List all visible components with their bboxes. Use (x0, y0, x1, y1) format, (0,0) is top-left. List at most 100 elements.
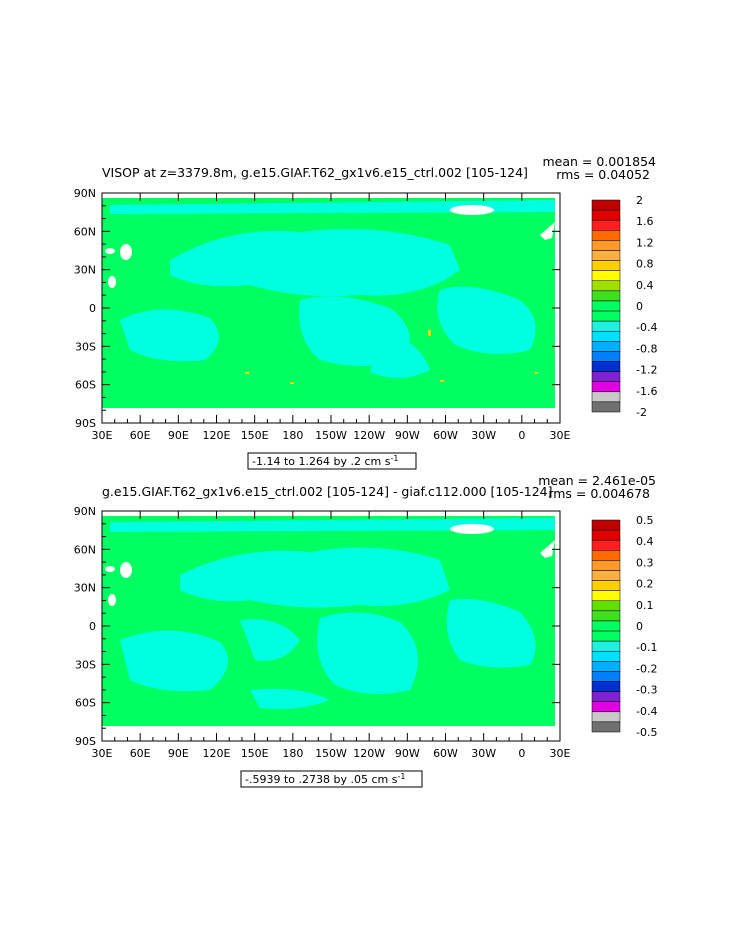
panel-2-map (101, 510, 561, 742)
panel-2-mean: mean = 2.461e-05 (538, 473, 656, 488)
panel-1-rms: rms = 0.04052 (556, 167, 650, 182)
colorbar-bin (591, 610, 621, 622)
y-tick-label: 60S (75, 697, 96, 710)
colorbar-bin (591, 300, 621, 312)
x-tick-label: 60W (433, 747, 458, 760)
x-tick-label: 150E (241, 747, 269, 760)
colorbar-label: 0 (636, 300, 643, 313)
colorbar-label: -0.1 (636, 641, 657, 654)
panel-1-range-label: -1.14 to 1.264 by .2 cm s-1 (247, 452, 417, 470)
positive-anomaly-streaks (245, 330, 538, 384)
x-tick-label: 30W (471, 429, 496, 442)
range-label-box (247, 452, 417, 470)
range-label-text: -1.14 to 1.264 by .2 cm s-1 (252, 454, 398, 468)
y-tick-label: 60N (74, 543, 96, 556)
colorbar-bin (591, 529, 621, 541)
panel-1-mean: mean = 0.001854 (542, 154, 656, 169)
panel-1: VISOP at z=3379.8m, g.e15.GIAF.T62_gx1v6… (74, 154, 657, 470)
colorbar-label: -0.8 (636, 342, 657, 355)
colorbar-label: -2 (636, 406, 647, 419)
colorbar-bin (591, 600, 621, 612)
colorbar-bin (591, 590, 621, 602)
x-tick-label: 120W (353, 747, 385, 760)
colorbar-label: 0.1 (636, 599, 654, 612)
panel-2-range-label: -.5939 to .2738 by .05 cm s-1 (240, 770, 423, 788)
colorbar-bin (591, 371, 621, 382)
colorbar-bin (591, 320, 621, 332)
colorbar-bin (591, 671, 621, 682)
panel-2: g.e15.GIAF.T62_gx1v6.e15_ctrl.002 [105-1… (74, 473, 657, 788)
colorbar-bin (591, 250, 621, 261)
panel-1-x-axis: 30E 60E 90E 120E 150E 180 150W 120W 90W 60W 30W 0 30… (92, 193, 571, 442)
colorbar-label: -0.5 (636, 726, 657, 739)
y-tick-label: 60N (74, 225, 96, 238)
colorbar-bin (591, 560, 621, 571)
colorbar-bin (591, 681, 621, 692)
panel-1-y-axis: 90N 60N 30N 0 30S 60S 90S (74, 187, 560, 430)
colorbar-bin (591, 570, 621, 581)
x-tick-label: 90W (395, 747, 420, 760)
y-tick-label: 90N (74, 187, 96, 200)
negative-anomaly-regions (110, 518, 555, 709)
panel-2-colorbar: 0.5 0.4 0.3 0.2 0.1 0 -0.1 -0.2 -0.3 -0.4 -0.5 (591, 514, 657, 739)
colorbar-label: 2 (636, 194, 643, 207)
x-tick-label: 90W (395, 429, 420, 442)
colorbar-bin (591, 630, 621, 642)
range-label-sup: -1 (390, 454, 398, 463)
colorbar-label: -1.6 (636, 385, 657, 398)
colorbar-bin (591, 391, 621, 403)
x-tick-label: 120W (353, 429, 385, 442)
y-tick-label: 90S (75, 417, 96, 430)
x-tick-label: 60E (130, 429, 151, 442)
x-tick-label: 150E (241, 429, 269, 442)
colorbar-label: 0.4 (636, 279, 654, 292)
colorbar-label: -0.2 (636, 662, 657, 675)
colorbar-bin (591, 330, 621, 342)
panel-2-x-axis: 30E 60E 90E 120E 150E 180 150W 120W 90W 60W 30W 0 30… (92, 511, 571, 760)
x-tick-label: 90E (168, 429, 189, 442)
y-tick-label: 90S (75, 735, 96, 748)
colorbar-bin (591, 290, 621, 302)
colorbar-bin (591, 280, 621, 292)
y-tick-label: 90N (74, 505, 96, 518)
colorbar-bin (591, 361, 621, 372)
colorbar-bin (591, 199, 621, 211)
panel-1-title: VISOP at z=3379.8m, g.e15.GIAF.T62_gx1v6… (102, 165, 528, 180)
colorbar-bin (591, 711, 621, 723)
x-tick-label: 0 (518, 747, 525, 760)
y-tick-label: 60S (75, 379, 96, 392)
x-tick-label: 30E (92, 429, 113, 442)
x-tick-label: 180 (282, 429, 303, 442)
colorbar-label: 0.5 (636, 514, 654, 527)
panel-2-title: g.e15.GIAF.T62_gx1v6.e15_ctrl.002 [105-1… (102, 484, 552, 499)
panel-1-map (101, 192, 561, 424)
colorbar-label: 1.6 (636, 215, 654, 228)
x-tick-label: 30E (92, 747, 113, 760)
colorbar-label: 0.8 (636, 258, 654, 271)
colorbar-label: -0.3 (636, 684, 657, 697)
colorbar-bin (591, 620, 621, 632)
colorbar-bin (591, 640, 621, 652)
colorbar-label: 0.2 (636, 578, 654, 591)
y-tick-label: 0 (89, 620, 96, 633)
x-tick-label: 30E (550, 429, 571, 442)
colorbar-bin (591, 341, 621, 352)
x-tick-label: 30W (471, 747, 496, 760)
colorbar-bin (591, 270, 621, 282)
colorbar-bin (591, 519, 621, 531)
colorbar-bin (591, 550, 621, 561)
colorbar-label: 0.3 (636, 556, 654, 569)
x-tick-label: 120E (203, 429, 231, 442)
x-tick-label: 90E (168, 747, 189, 760)
x-tick-label: 30E (550, 747, 571, 760)
range-label-text: -.5939 to .2738 by .05 cm s-1 (245, 772, 405, 786)
y-tick-label: 30S (75, 340, 96, 353)
x-tick-label: 120E (203, 747, 231, 760)
colorbar-label: 0 (636, 620, 643, 633)
colorbar-bin (591, 580, 621, 591)
panel-2-rms: rms = 0.004678 (548, 486, 650, 501)
y-tick-label: 0 (89, 302, 96, 315)
colorbar-bin (591, 539, 621, 551)
x-tick-label: 0 (518, 429, 525, 442)
